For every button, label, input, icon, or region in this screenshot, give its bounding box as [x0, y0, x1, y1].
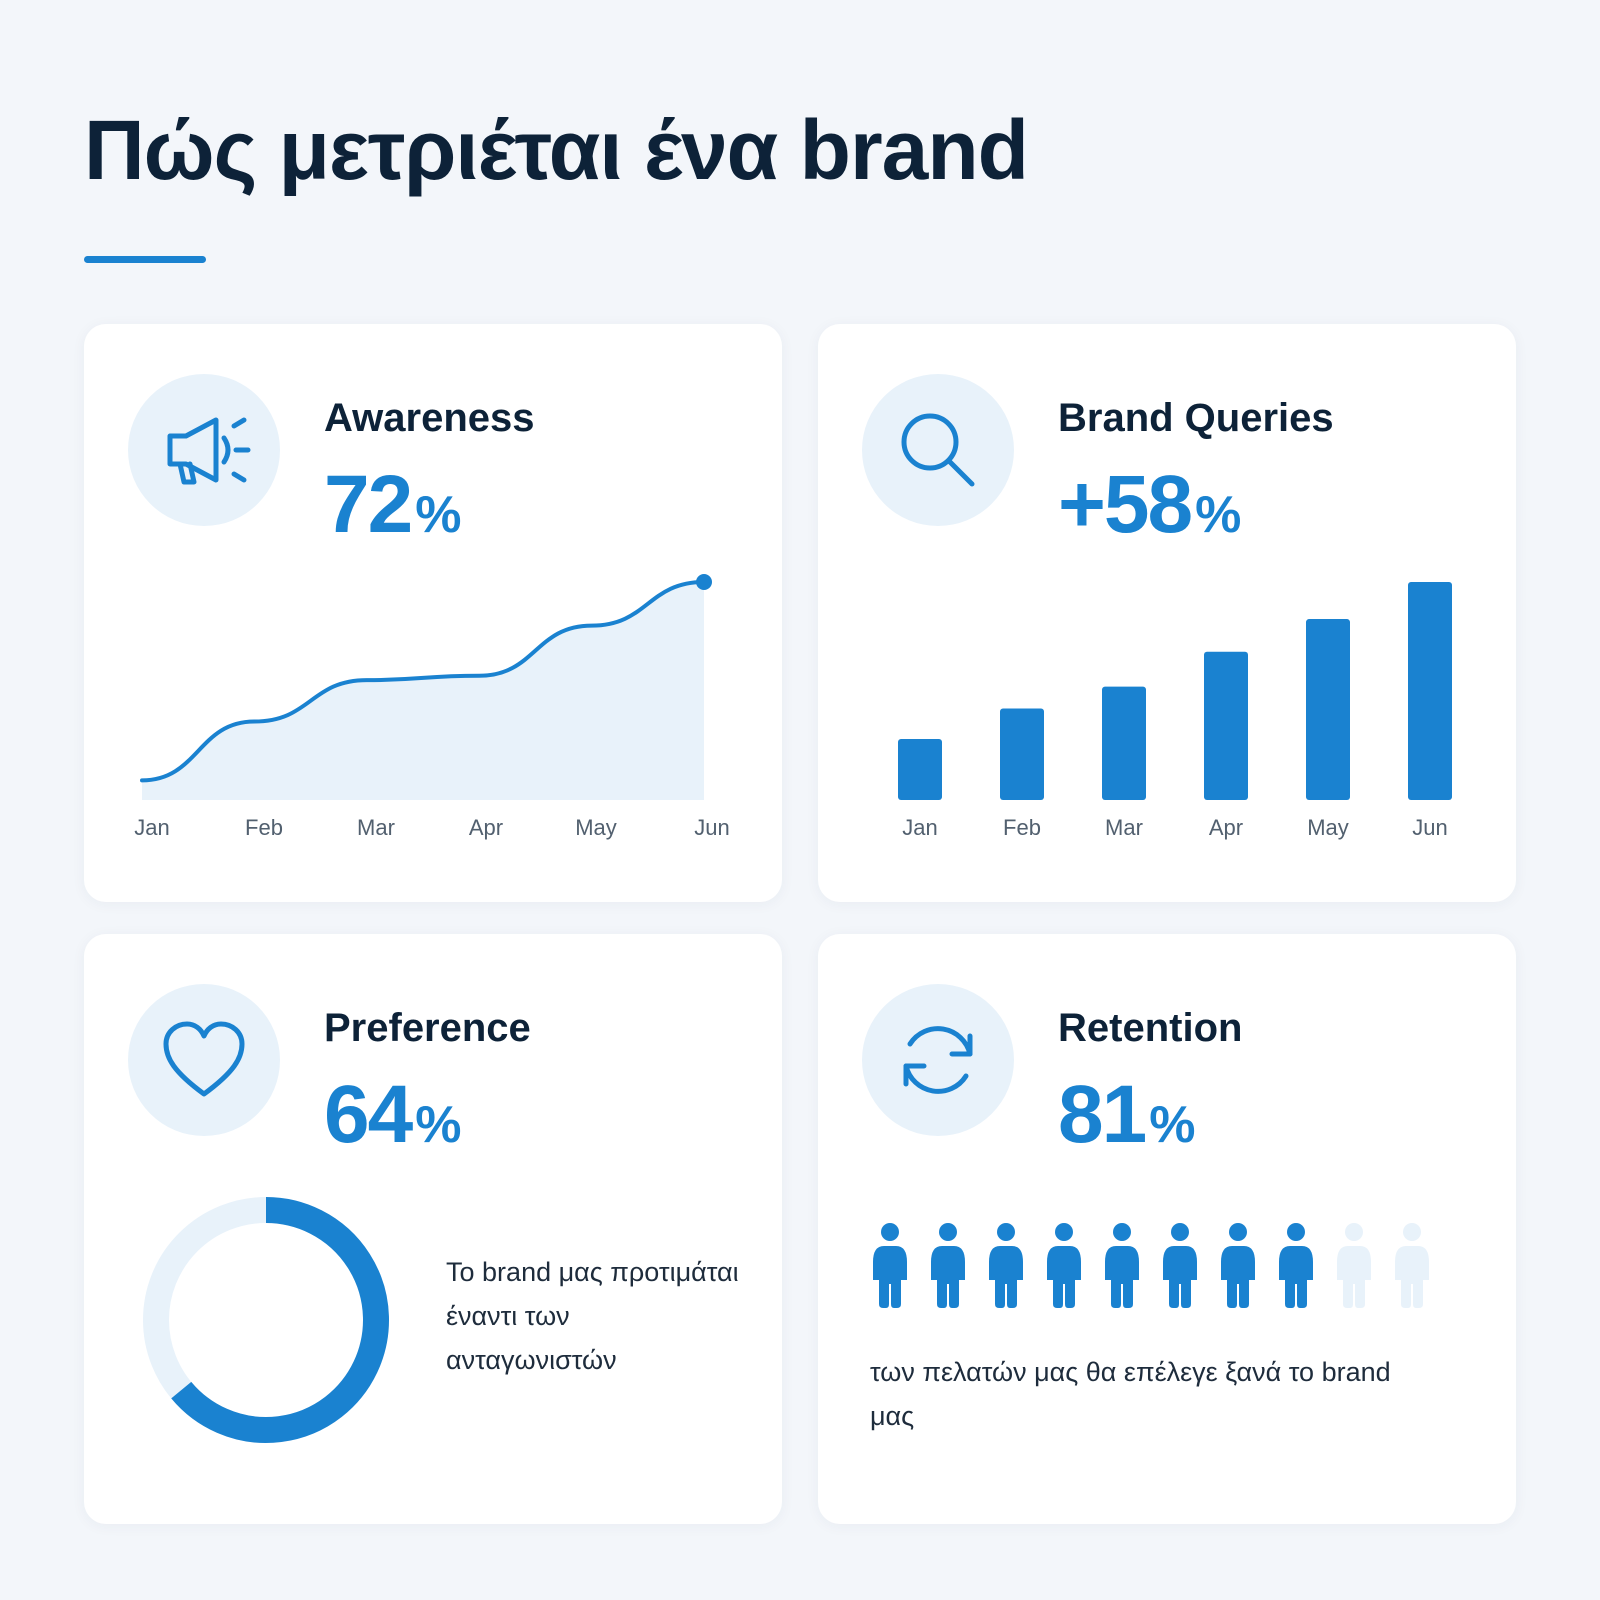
- brand-queries-card: Brand Queries +58% Jan Feb Mar Apr May Jun: [818, 324, 1516, 902]
- refresh-icon: [862, 984, 1014, 1136]
- person-icon-filled: [873, 1223, 907, 1308]
- title-underline: [84, 256, 206, 263]
- brand-queries-bar-jan: [898, 738, 942, 800]
- retention-people-row: [873, 1223, 1429, 1308]
- awareness-value: 72%: [324, 459, 462, 550]
- brand-queries-tick-label-may: May: [1307, 815, 1349, 840]
- preference-donut-slice-preferred: [171, 1197, 389, 1443]
- heart-icon: [128, 984, 280, 1136]
- retention-caption: των πελατών μας θα επέλεγε ξανά το brand…: [870, 1357, 1391, 1431]
- brand-queries-tick-label-jan: Jan: [902, 815, 937, 840]
- search-icon: [862, 374, 1014, 526]
- retention-value-number: 81: [1058, 1069, 1147, 1160]
- retention-title: Retention: [1058, 1006, 1243, 1050]
- preference-donut-chart: [143, 1197, 389, 1443]
- person-icon-filled: [1279, 1223, 1313, 1308]
- awareness-tick-label-jan: Jan: [134, 815, 169, 840]
- preference-value-unit: %: [415, 1096, 462, 1154]
- awareness-series-line: [140, 580, 706, 783]
- megaphone-icon: [128, 374, 280, 526]
- brand-queries-tick-label-feb: Feb: [1003, 815, 1041, 840]
- brand-queries-bar-feb: [1000, 708, 1044, 800]
- brand-queries-bar-chart: Jan Feb Mar Apr May Jun: [898, 582, 1452, 840]
- awareness-tick-label-jun: Jun: [694, 815, 729, 840]
- person-icon-empty: [1337, 1223, 1371, 1308]
- preference-title: Preference: [324, 1006, 531, 1050]
- awareness-tick-label-apr: Apr: [469, 815, 503, 840]
- awareness-tick-label-may: May: [575, 815, 617, 840]
- person-icon-empty: [1395, 1223, 1429, 1308]
- retention-value-unit: %: [1149, 1096, 1196, 1154]
- brand-queries-bar-mar: [1102, 686, 1146, 800]
- brand-queries-value-unit: %: [1195, 486, 1242, 544]
- brand-queries-bar-may: [1306, 619, 1350, 800]
- preference-value-number: 64: [324, 1069, 413, 1160]
- brand-queries-tick-label-jun: Jun: [1412, 815, 1447, 840]
- brand-queries-bar-jun: [1408, 582, 1452, 800]
- awareness-tick-label-feb: Feb: [245, 815, 283, 840]
- person-icon-filled: [1163, 1223, 1197, 1308]
- awareness-area-fill: [142, 582, 704, 800]
- awareness-area-chart: Jan Feb Mar Apr May Jun: [134, 574, 730, 840]
- person-icon-filled: [1221, 1223, 1255, 1308]
- person-icon-filled: [1047, 1223, 1081, 1308]
- page-title: Πώς μετριέται ένα brand: [84, 103, 1029, 197]
- awareness-point-jun: [696, 574, 712, 590]
- brand-queries-bar-apr: [1204, 651, 1248, 800]
- awareness-title: Awareness: [324, 396, 535, 440]
- brand-queries-tick-label-mar: Mar: [1105, 815, 1143, 840]
- awareness-card: Awareness 72% Jan Feb Mar Apr May Jun: [84, 324, 782, 902]
- preference-card: Preference 64% Το brand μας προτιμάται έ…: [84, 934, 782, 1524]
- person-icon-filled: [989, 1223, 1023, 1308]
- person-icon-filled: [1105, 1223, 1139, 1308]
- brand-queries-title: Brand Queries: [1058, 396, 1334, 440]
- awareness-tick-label-mar: Mar: [357, 815, 395, 840]
- awareness-value-unit: %: [415, 486, 462, 544]
- retention-card: Retention 81% των πελατών μας θα επέλεγε…: [818, 934, 1516, 1524]
- brand-queries-tick-label-apr: Apr: [1209, 815, 1243, 840]
- awareness-value-number: 72: [324, 459, 413, 550]
- preference-value: 64%: [324, 1069, 462, 1160]
- person-icon-filled: [931, 1223, 965, 1308]
- brand-queries-value: +58%: [1058, 459, 1242, 550]
- brand-queries-value-number: +58: [1058, 459, 1193, 550]
- preference-caption: Το brand μας προτιμάται έναντι των ανταγ…: [446, 1257, 739, 1375]
- retention-value: 81%: [1058, 1069, 1196, 1160]
